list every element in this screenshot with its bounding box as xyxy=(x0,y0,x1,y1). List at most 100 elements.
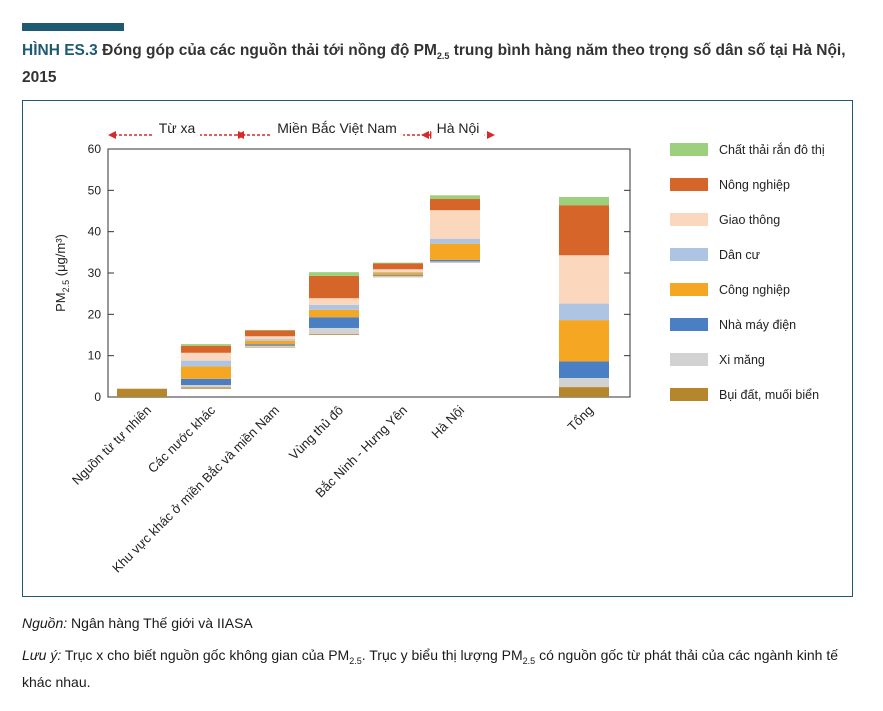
bar-segment xyxy=(559,205,609,256)
title-accent-bar xyxy=(22,23,124,31)
bar-segment xyxy=(309,317,359,328)
y-tick-label: 0 xyxy=(94,390,101,404)
bar-segment xyxy=(559,387,609,397)
bar-segment xyxy=(181,366,231,379)
bar-segment xyxy=(373,271,423,273)
bar-segment xyxy=(117,388,167,397)
region-arrow-head-right xyxy=(487,131,495,139)
x-tick-label: Vùng thủ đô xyxy=(286,403,346,463)
y-tick-label: 50 xyxy=(88,183,102,197)
legend-swatch xyxy=(670,143,708,156)
bar-segment xyxy=(430,199,480,211)
bar-segment xyxy=(245,330,295,331)
x-tick-label: Tổng xyxy=(565,403,597,435)
source-label: Nguồn: xyxy=(22,615,68,631)
bar-segment xyxy=(181,344,231,346)
bar-segment xyxy=(245,340,295,345)
note-text-post: có nguồn gốc từ phát thải của các ngành … xyxy=(22,647,838,690)
region-label-bg xyxy=(270,119,404,143)
bar-segment xyxy=(430,261,480,263)
bar-segment xyxy=(309,275,359,299)
bar-segment xyxy=(309,304,359,310)
bar-segment xyxy=(559,196,609,206)
bar-segment xyxy=(373,269,423,272)
legend-label: Nhà máy điện xyxy=(719,318,796,332)
title-text-post: trung bình hàng năm theo trọng số dân số… xyxy=(22,42,846,87)
legend-swatch xyxy=(670,318,708,331)
legend-label: Dân cư xyxy=(719,248,760,262)
title-subscript: 2.5 xyxy=(436,51,450,62)
bar-segment xyxy=(245,336,295,340)
bar-segment xyxy=(559,377,609,388)
bar-segment xyxy=(373,263,423,270)
legend-label: Công nghiệp xyxy=(719,283,790,297)
bar-segment xyxy=(181,352,231,361)
note-line: Lưu ý: Trục x cho biết nguồn gốc không g… xyxy=(22,645,867,693)
figure-title: HÌNH ES.3 Đóng góp của các nguồn thải tớ… xyxy=(22,40,867,89)
region-arrow-head-left xyxy=(108,131,116,139)
figure-label: HÌNH ES.3 xyxy=(22,42,98,59)
bar-segment xyxy=(245,339,295,341)
bar-segment xyxy=(373,275,423,277)
chart-frame: 0 10 20 30 40 50 60 PM2.5 (μg/m³) Nguồn từ tự nh… xyxy=(22,100,853,597)
bar-segment xyxy=(309,309,359,318)
y-tick-label: 60 xyxy=(88,142,102,156)
y-tick-label: 40 xyxy=(88,225,102,239)
bar-segment xyxy=(181,360,231,367)
x-tick-label: Các nước khác xyxy=(145,402,219,476)
note-label: Lưu ý: xyxy=(22,647,62,663)
region-arrow-head-left xyxy=(421,131,429,139)
x-tick-label: Nguồn từ tự nhiên xyxy=(69,403,154,488)
bar-segment xyxy=(373,272,423,276)
region-label: Miền Bắc Việt Nam xyxy=(277,120,397,136)
y-axis-label: PM2.5 (μg/m³) xyxy=(53,234,71,312)
region-label: Hà Nội xyxy=(437,120,480,136)
note-subscript-1: 2.5 xyxy=(349,655,362,666)
bar-segment xyxy=(245,346,295,348)
bar-segment xyxy=(373,262,423,264)
bar-segment xyxy=(559,361,609,378)
bar-segment xyxy=(245,330,295,337)
bar-segment xyxy=(559,255,609,304)
x-tick-label: Hà Nội xyxy=(428,402,467,441)
bar-segment xyxy=(373,276,423,278)
note-subscript-2: 2.5 xyxy=(522,655,536,666)
legend-label: Giao thông xyxy=(719,213,780,227)
y-tick-label: 10 xyxy=(88,349,102,363)
region-arrow-head-left xyxy=(236,131,244,139)
bar-segment xyxy=(309,272,359,276)
y-tick-label: 30 xyxy=(88,266,102,280)
bar-segment xyxy=(559,303,609,321)
legend-swatch xyxy=(670,283,708,296)
legend-label: Chất thải rắn đô thị xyxy=(719,142,825,157)
bar-segment xyxy=(309,334,359,335)
source-text: Ngân hàng Thế giới và IIASA xyxy=(67,615,253,631)
source-line: Nguồn: Ngân hàng Thế giới và IIASA xyxy=(22,615,253,631)
bar-segment xyxy=(373,275,423,276)
legend-label: Xi măng xyxy=(719,353,765,367)
bar-segment xyxy=(430,195,480,200)
legend-swatch xyxy=(670,353,708,366)
bar-segment xyxy=(559,320,609,362)
legend-swatch xyxy=(670,388,708,401)
bar-segment xyxy=(430,238,480,244)
note-text-pre: Trục x cho biết nguồn gốc không gian của… xyxy=(61,647,350,663)
bar-segment xyxy=(430,210,480,239)
bar-segment xyxy=(430,243,480,260)
legend-label: Bụi đất, muối biển xyxy=(719,388,819,402)
legend-label: Nông nghiệp xyxy=(719,178,790,192)
legend-swatch xyxy=(670,213,708,226)
title-text-pre: Đóng góp của các nguồn thải tới nồng độ … xyxy=(102,42,437,59)
legend-swatch xyxy=(670,248,708,261)
region-label: Từ xa xyxy=(159,120,196,136)
bar-segment xyxy=(245,345,295,347)
legend-swatch xyxy=(670,178,708,191)
note-text-mid: . Trục y biểu thị lượng PM xyxy=(361,647,523,663)
region-label-bg xyxy=(431,119,485,143)
bar-segment xyxy=(430,262,480,263)
chart-svg: 0 10 20 30 40 50 60 PM2.5 (μg/m³) Nguồn từ tự nh… xyxy=(53,119,825,576)
region-label-bg xyxy=(154,119,200,143)
bar-segment xyxy=(430,259,480,262)
bar-segment xyxy=(181,345,231,353)
bar-segment xyxy=(181,387,231,389)
